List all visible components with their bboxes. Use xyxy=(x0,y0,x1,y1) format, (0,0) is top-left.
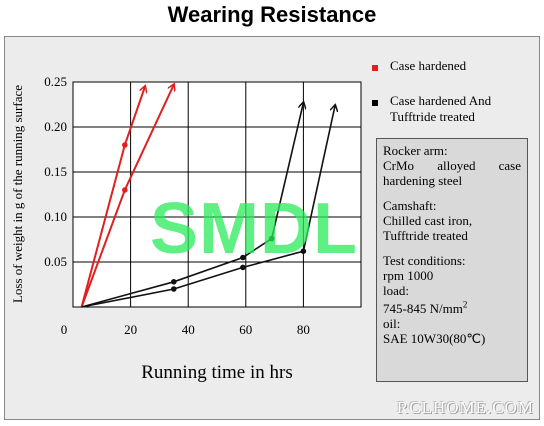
watermark-smdl: SMDL xyxy=(150,189,358,269)
y-tick-label: 0.25 xyxy=(44,74,67,89)
data-point xyxy=(268,235,275,242)
load-label: load: xyxy=(383,283,409,298)
x-tick-label: 20 xyxy=(124,322,137,337)
camshaft-line1: Chilled cast iron, xyxy=(383,213,473,228)
rocker-arm-line2: hardening steel xyxy=(383,173,463,188)
legend-label-case-hardened: Case hardened xyxy=(390,58,467,73)
tick-labels: 0 20 40 60 80 0.05 0.10 0.15 0.20 0.25 xyxy=(44,74,310,337)
legend-swatch-tufftride xyxy=(372,100,378,106)
oil-label: oil: xyxy=(383,316,401,332)
load-value: 745-845 N/mm2 xyxy=(383,300,468,317)
legend-swatch-case-hardened xyxy=(372,65,378,71)
x-tick-label: 0 xyxy=(61,322,68,337)
footer-watermark: RCLHOME.COM xyxy=(396,398,534,417)
rocker-arm-line1: CrMo alloyed case xyxy=(383,158,521,173)
grid-lines xyxy=(73,81,361,307)
data-point xyxy=(300,248,307,254)
legend-label-tufftride-line2: Tufftride treated xyxy=(390,109,475,124)
x-axis-label: Running time in hrs xyxy=(141,362,292,383)
camshaft-title: Camshaft: xyxy=(383,198,437,213)
data-point xyxy=(171,286,177,292)
x-tick-label: 80 xyxy=(297,322,310,337)
x-tick-label: 40 xyxy=(182,322,195,337)
y-axis-label: Loss of weight in g of the running surfa… xyxy=(10,85,25,303)
data-point xyxy=(122,142,128,148)
legend-label-tufftride-line1: Case hardened And xyxy=(390,93,492,108)
y-tick-label: 0.10 xyxy=(44,209,67,224)
test-info-box: Rocker arm: CrMo alloyed case hardening … xyxy=(376,138,528,382)
x-tick-label: 60 xyxy=(239,322,252,337)
data-point xyxy=(240,264,246,271)
data-point xyxy=(240,254,246,261)
rpm-value: rpm 1000 xyxy=(383,268,434,283)
y-tick-label: 0.05 xyxy=(44,254,67,269)
series-group xyxy=(80,85,336,308)
data-point xyxy=(171,279,177,285)
y-tick-label: 0.15 xyxy=(44,164,67,179)
oil-value: SAE 10W30(80℃) xyxy=(383,331,486,347)
y-tick-label: 0.20 xyxy=(44,119,67,134)
page-title: Wearing Resistance xyxy=(167,2,377,27)
rocker-arm-title: Rocker arm: xyxy=(383,143,448,158)
test-conditions-title: Test conditions: xyxy=(383,253,466,268)
data-point xyxy=(122,187,128,193)
camshaft-line2: Tufftride treated xyxy=(383,228,468,243)
